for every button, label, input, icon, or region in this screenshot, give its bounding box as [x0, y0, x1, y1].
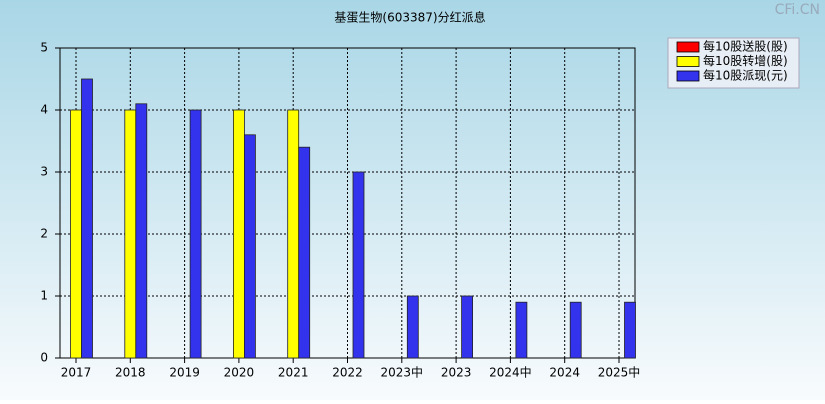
bar	[81, 78, 93, 359]
x-tick-label: 2018	[115, 366, 146, 380]
y-tick-label: 3	[40, 165, 48, 179]
bar	[124, 109, 137, 359]
y-tick-label: 1	[40, 289, 48, 303]
x-tick-label: 2020	[224, 366, 255, 380]
bar	[298, 146, 311, 359]
bar	[232, 109, 245, 359]
bar	[287, 109, 300, 359]
chart-title: 基蛋生物(603387)分红派息	[334, 10, 485, 25]
bar	[189, 109, 202, 359]
bar	[70, 109, 82, 359]
x-tick-label: 2022	[332, 366, 363, 380]
legend-swatch	[676, 70, 700, 82]
x-tick-label: 2017	[61, 366, 92, 380]
bar	[243, 134, 256, 359]
legend-label: 每10股派现(元)	[703, 68, 788, 83]
x-tick-label: 2024中	[489, 365, 532, 380]
bar	[135, 103, 148, 359]
watermark: CFi.CN	[775, 2, 820, 18]
x-tick-label: 2023	[441, 366, 472, 380]
x-tick-label: 2024	[549, 366, 580, 380]
bar	[352, 171, 365, 359]
legend-label: 每10股送股(股)	[703, 39, 788, 54]
x-tick-label: 2021	[278, 366, 309, 380]
x-tick-label: 2019	[169, 366, 200, 380]
y-tick-label: 2	[40, 227, 48, 241]
bar	[569, 301, 582, 359]
bar	[624, 301, 636, 359]
y-tick-label: 5	[40, 41, 48, 55]
legend-swatch	[676, 41, 700, 53]
y-tick-label: 0	[40, 351, 48, 365]
bar	[406, 295, 419, 359]
x-tick-label: 2025中	[598, 365, 641, 380]
bar	[515, 301, 528, 359]
bar	[461, 295, 474, 359]
y-tick-label: 4	[40, 103, 48, 117]
legend-swatch	[676, 56, 700, 67]
legend-label: 每10股转增(股)	[703, 53, 788, 68]
x-tick-label: 2023中	[381, 365, 424, 380]
